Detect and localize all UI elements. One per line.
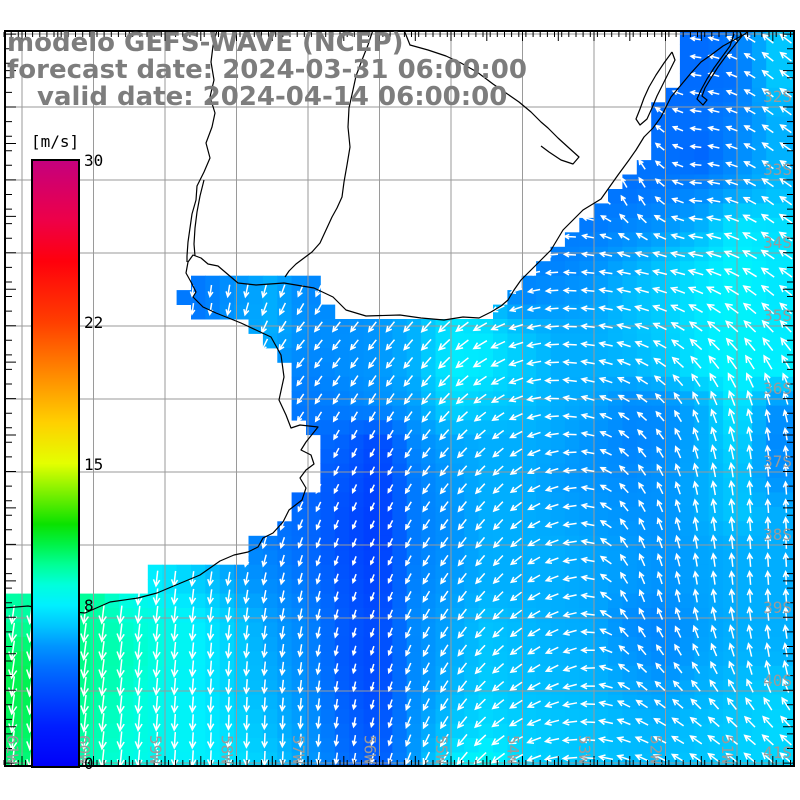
longitude-label: 55W <box>432 735 451 764</box>
latitude-label: 37S <box>763 452 792 471</box>
latitude-label: 38S <box>763 525 792 544</box>
valid-date-label: valid date: 2024-04-14 06:00:00 <box>37 82 507 112</box>
uruguay-river <box>284 31 374 278</box>
latitude-label: 39S <box>763 598 792 617</box>
main-coast <box>5 31 750 614</box>
colorbar-tick-label: 15 <box>84 455 103 474</box>
longitude-label: 57W <box>289 735 308 764</box>
latitude-label: 32S <box>763 87 792 106</box>
parana-river <box>186 31 218 262</box>
longitude-label: 58W <box>218 735 237 764</box>
forecast-date-label: forecast date: 2024-03-31 06:00:00 <box>7 55 527 85</box>
latitude-label: 36S <box>763 379 792 398</box>
graticule-gridlines <box>5 31 794 766</box>
longitude-label: 51W <box>718 735 737 764</box>
colorbar-tick-label: 8 <box>84 596 94 615</box>
latitude-label: 40S <box>763 671 792 690</box>
colorbar-gradient <box>31 159 80 768</box>
latitude-label: 41S <box>763 743 792 762</box>
plot-titles: modelo GEFS-WAVE (NCEP) forecast date: 2… <box>7 28 527 112</box>
colorbar-tick-label: 30 <box>84 151 103 170</box>
model-title: modelo GEFS-WAVE (NCEP) <box>7 28 403 58</box>
parana-branch <box>193 179 205 257</box>
latitude-label: 35S <box>763 306 792 325</box>
axis-ticks <box>3 32 793 765</box>
colorbar-tick-label: 0 <box>84 754 94 773</box>
latitude-label: 34S <box>763 233 792 252</box>
colorbar-unit-label: [m/s] <box>31 132 79 151</box>
longitude-label: 59W <box>146 735 165 764</box>
wave-speed-field <box>5 31 794 766</box>
colorbar-tick-label: 22 <box>84 313 103 332</box>
longitude-label: 61W <box>3 735 22 764</box>
longitude-label: 56W <box>361 735 380 764</box>
coastline-layer <box>5 31 750 614</box>
lat-lon-labels: 61W 60W 59W 58W 57W 56W 55W 54W 53W 52W 51W32S33S3… <box>3 87 792 764</box>
longitude-label: 54W <box>504 735 523 764</box>
mirim-lagoon <box>635 51 676 126</box>
map-frame-and-ticks <box>3 30 795 767</box>
patos-lagoon <box>696 31 743 106</box>
negro-river <box>403 31 580 165</box>
longitude-label: 53W <box>575 735 594 764</box>
map-frame <box>4 30 795 767</box>
longitude-label: 52W <box>647 735 666 764</box>
latitude-label: 33S <box>763 160 792 179</box>
colorbar: [m/s] 30 22 15 8 0 <box>31 132 103 773</box>
